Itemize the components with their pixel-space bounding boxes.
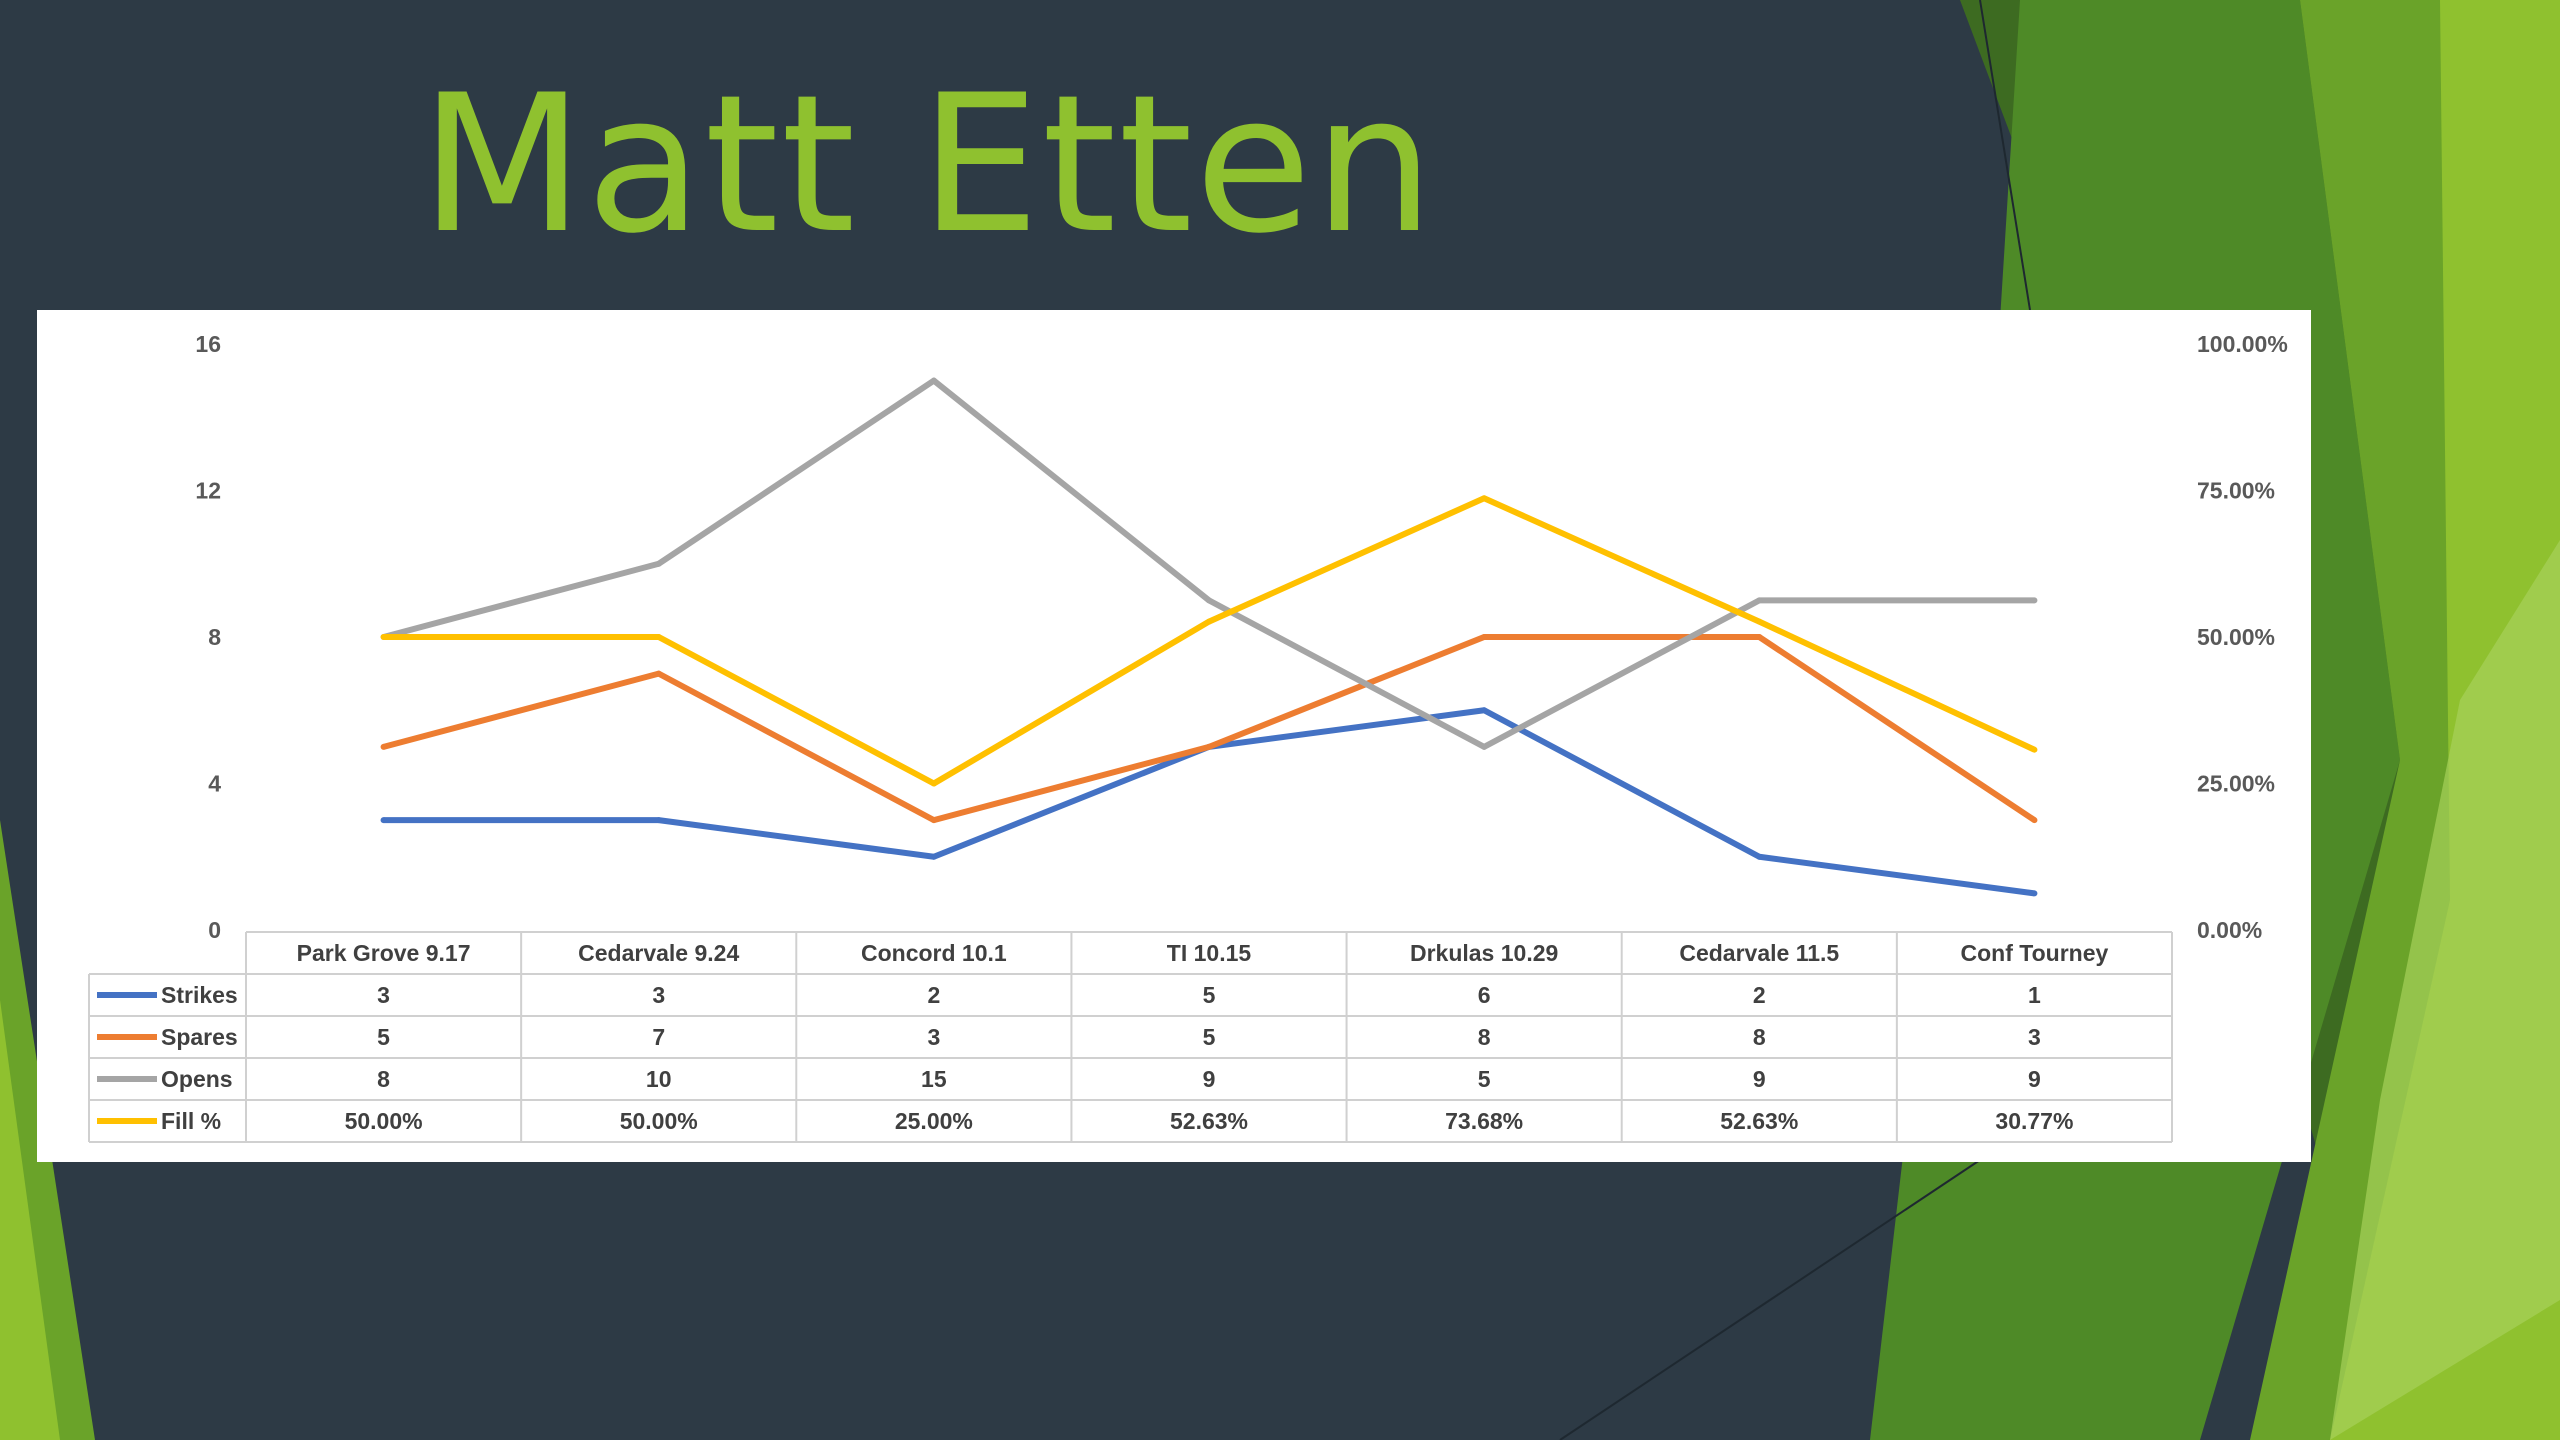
table-cell: 50.00%	[345, 1108, 423, 1134]
table-cell: 1	[2028, 982, 2041, 1008]
legend-label: Spares	[161, 1024, 238, 1050]
table-cell: 3	[377, 982, 390, 1008]
left-axis-tick-label: 0	[208, 917, 221, 943]
table-header-cell: Park Grove 9.17	[297, 940, 471, 966]
table-cell: 52.63%	[1720, 1108, 1798, 1134]
table-cell: 8	[1753, 1024, 1766, 1050]
table-cell: 8	[1478, 1024, 1491, 1050]
data-point	[930, 377, 937, 384]
data-point	[655, 670, 662, 677]
table-cell: 30.77%	[1995, 1108, 2073, 1134]
data-point	[1481, 634, 1488, 640]
green-facet-5	[2330, 540, 2560, 1440]
table-header-cell: TI 10.15	[1167, 940, 1252, 966]
data-point	[1206, 743, 1212, 750]
data-point	[655, 634, 662, 640]
data-point	[380, 817, 387, 824]
table-cell: 5	[1203, 1024, 1216, 1050]
table-header-cell: Cedarvale 11.5	[1679, 940, 1839, 966]
data-point	[1481, 743, 1488, 750]
table-header-cell: Concord 10.1	[861, 940, 1007, 966]
data-point	[1756, 634, 1763, 640]
series-line-opens	[382, 377, 2035, 750]
right-axis-tick-label: 0.00%	[2197, 917, 2262, 943]
table-cell: 3	[2028, 1024, 2041, 1050]
table-cell: 25.00%	[895, 1108, 973, 1134]
data-point	[380, 634, 387, 640]
right-axis-tick-label: 100.00%	[2197, 331, 2288, 357]
table-cell: 10	[646, 1066, 672, 1092]
table-cell: 9	[2028, 1066, 2041, 1092]
table-cell: 9	[1753, 1066, 1766, 1092]
left-axis-tick-label: 16	[195, 331, 221, 357]
data-point	[1481, 495, 1488, 502]
data-point	[1756, 853, 1763, 860]
legend-label: Opens	[161, 1066, 233, 1092]
legend-label: Fill %	[161, 1108, 221, 1134]
legend-label: Strikes	[161, 982, 238, 1008]
data-point	[930, 780, 937, 787]
data-point	[1756, 618, 1763, 625]
slide-title: Matt Etten	[420, 54, 1437, 275]
data-point	[930, 853, 937, 860]
table-cell: 6	[1478, 982, 1491, 1008]
green-facet-left-2	[0, 1000, 60, 1440]
left-axis-tick-label: 12	[195, 478, 221, 504]
data-point	[930, 817, 937, 824]
data-point	[1481, 707, 1488, 714]
table-header-cell: Conf Tourney	[1961, 940, 2109, 966]
table-header-cell: Cedarvale 9.24	[578, 940, 739, 966]
data-point	[380, 743, 387, 750]
right-axis-tick-label: 75.00%	[2197, 478, 2275, 504]
right-axis-tick-label: 50.00%	[2197, 624, 2275, 650]
chart-panel: 0 4 8 12 16 0.00% 25.00% 50.00% 75.00% 100.00% Par…	[37, 310, 2311, 1162]
facet-line	[1979, 0, 2031, 311]
data-point	[2031, 817, 2038, 824]
table-cell: 2	[1753, 982, 1766, 1008]
table-cell: 9	[1203, 1066, 1216, 1092]
table-cell: 3	[927, 1024, 940, 1050]
table-cell: 15	[921, 1066, 947, 1092]
left-axis-tick-label: 8	[208, 624, 221, 650]
table-cell: 5	[377, 1024, 390, 1050]
left-axis-tick-label: 4	[208, 771, 221, 797]
table-cell: 73.68%	[1445, 1108, 1523, 1134]
series-line-strikes	[383, 707, 2035, 897]
line-chart: 04812160.00%25.00%50.00%75.00%100.00%Par…	[88, 331, 2288, 1143]
data-point	[1756, 597, 1763, 604]
data-point	[1206, 597, 1212, 604]
data-point	[2031, 890, 2038, 897]
table-header-cell: Drkulas 10.29	[1410, 940, 1558, 966]
data-point	[1206, 618, 1212, 625]
table-cell: 5	[1478, 1066, 1491, 1092]
table-cell: 8	[377, 1066, 390, 1092]
table-cell: 7	[652, 1024, 665, 1050]
table-cell: 3	[652, 982, 665, 1008]
table-cell: 5	[1203, 982, 1216, 1008]
data-point	[655, 817, 662, 824]
series-line-spares	[382, 634, 2037, 824]
data-point	[655, 560, 662, 567]
series-line-fill	[383, 495, 2036, 787]
table-cell: 2	[927, 982, 940, 1008]
table-cell: 52.63%	[1170, 1108, 1248, 1134]
data-point	[2031, 746, 2038, 753]
data-point	[2031, 597, 2038, 604]
table-cell: 50.00%	[620, 1108, 698, 1134]
facet-line-2	[1559, 1159, 1981, 1440]
right-axis-tick-label: 25.00%	[2197, 771, 2275, 797]
